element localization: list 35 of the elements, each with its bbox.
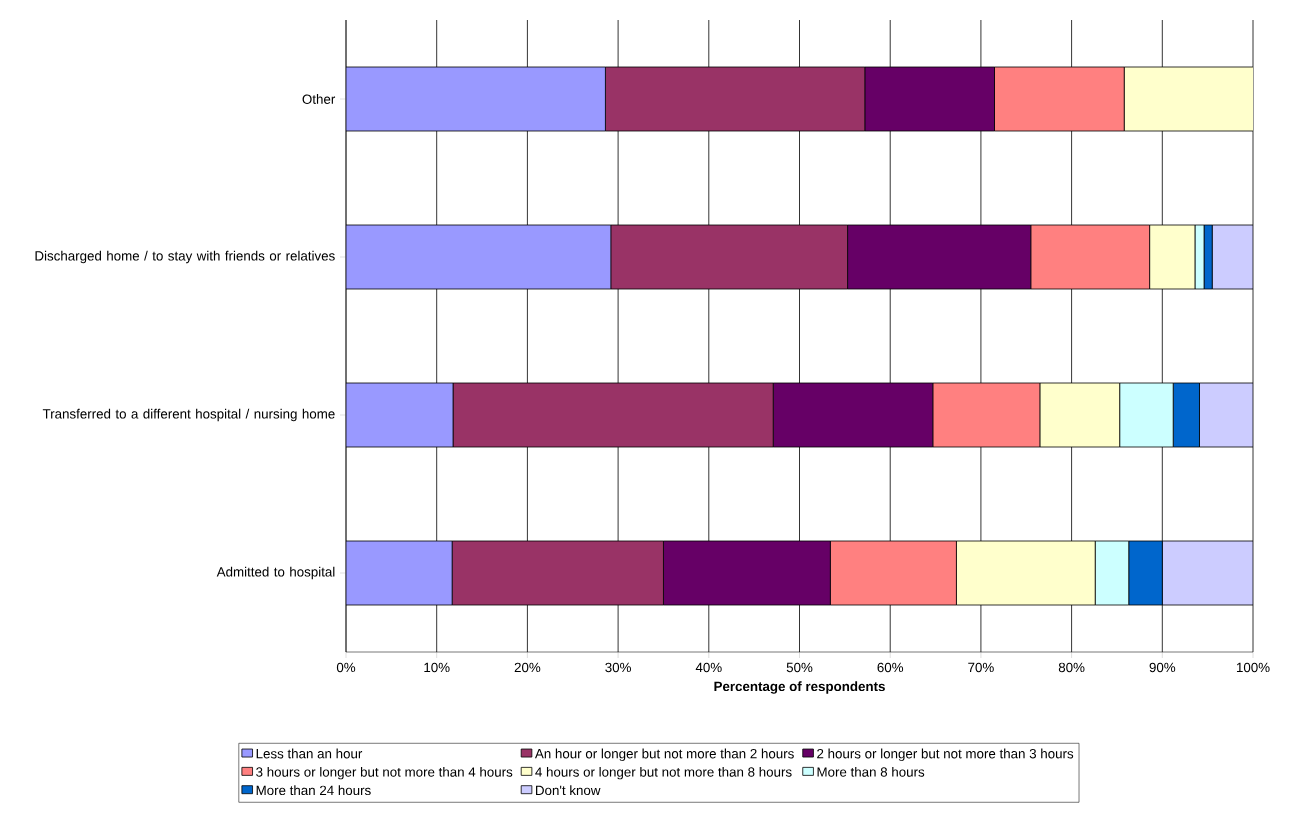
y-tick-label: Discharged home / to stay with friends or relatives — [35, 250, 335, 264]
x-tick-label: 80% — [1058, 662, 1085, 673]
legend-label: Less than an hour — [256, 748, 363, 759]
legend-label: 2 hours or longer but not more than 3 hours — [817, 748, 1074, 762]
x-axis-title: Percentage of respondents — [714, 681, 885, 694]
legend-label: An hour or longer but not more than 2 hours — [534, 748, 794, 762]
legend-label: 4 hours or longer but not more than 8 hours — [535, 766, 792, 780]
bar — [346, 540, 453, 606]
bar — [1149, 224, 1196, 290]
bar — [1211, 224, 1254, 290]
x-tick-label: 30% — [605, 662, 631, 673]
x-tick-label: 50% — [786, 662, 813, 673]
x-tick-label: 40% — [695, 662, 722, 673]
bar — [1199, 382, 1254, 448]
legend-label: 3 hours or longer but not more than 4 hours — [256, 766, 513, 780]
bar — [1161, 540, 1254, 606]
x-tick-label: 20% — [514, 662, 541, 673]
legend-label: Don't know — [536, 785, 601, 796]
bar — [1123, 66, 1254, 132]
bar — [956, 540, 1096, 606]
x-tick-label: 10% — [424, 662, 450, 673]
x-tick-label: 0% — [336, 662, 356, 673]
y-tick-label: Transferred to a different hospital / nursing home — [42, 408, 335, 422]
legend-label: More than 24 hours — [256, 785, 371, 796]
y-tick-label: Admitted to hospital — [216, 566, 335, 580]
legend-label: More than 8 hours — [817, 766, 925, 777]
x-tick-label: 60% — [877, 662, 904, 673]
y-tick-label: Other — [302, 94, 336, 104]
x-tick-label: 70% — [968, 662, 994, 673]
x-tick-label: 90% — [1149, 662, 1176, 673]
bar — [346, 66, 606, 132]
x-tick-label: 100% — [1236, 662, 1270, 673]
bar — [346, 382, 454, 448]
bar — [346, 224, 612, 290]
bar — [1039, 382, 1121, 448]
